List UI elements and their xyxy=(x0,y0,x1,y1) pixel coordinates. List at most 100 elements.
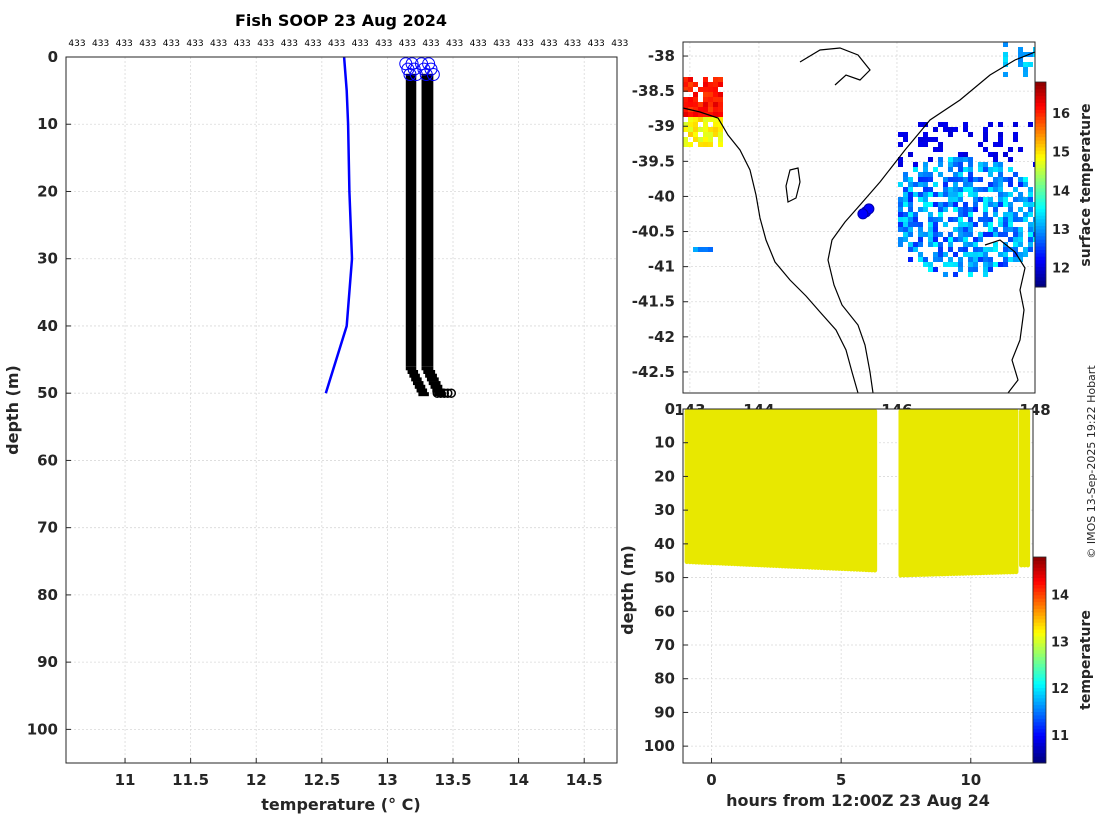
map-y-tick-label: -38 xyxy=(648,47,675,65)
map-sst-pixel xyxy=(718,82,723,87)
map-sst-pixel xyxy=(718,117,723,122)
map-sst-pixel xyxy=(1008,202,1013,207)
map-sst-pixel xyxy=(693,82,698,87)
map-colorbar-segment xyxy=(1035,99,1046,103)
map-sst-pixel xyxy=(1008,167,1013,172)
section-colorbar-frame xyxy=(1032,556,1047,764)
map-sst-pixel xyxy=(973,222,978,227)
map-grid xyxy=(683,42,1036,393)
map-sst-pixel xyxy=(718,122,723,127)
map-sst-pixel xyxy=(973,242,978,247)
map-sst-pixel xyxy=(1018,47,1023,52)
map-sst-pixel xyxy=(698,107,703,112)
profile-top-label: 433 xyxy=(375,39,392,49)
map-sst-pixel xyxy=(918,237,923,242)
map-sst-pixel xyxy=(933,257,938,262)
map-sst-pixel xyxy=(933,147,938,152)
map-sst-pixel xyxy=(973,262,978,267)
map-sst-pixel xyxy=(898,207,903,212)
map-sst-pixel xyxy=(703,117,708,122)
profile-band-left xyxy=(405,73,417,367)
map-sst-pixel xyxy=(968,212,973,217)
map-sst-pixel xyxy=(923,177,928,182)
section-x-ticks: 0 5 10 xyxy=(706,758,981,789)
map-sst-pixel xyxy=(968,272,973,277)
map-sst-pixel xyxy=(948,167,953,172)
map-sst-pixel xyxy=(918,252,923,257)
profile-band-left-tail xyxy=(411,377,422,382)
map-sst-pixel xyxy=(923,132,928,137)
map-sst-pixel xyxy=(1008,157,1013,162)
map-sst-pixel xyxy=(938,192,943,197)
map-sst-pixel xyxy=(938,122,943,127)
map-sst-pixel xyxy=(963,212,968,217)
map-sst-pixel xyxy=(693,107,698,112)
map-sst-pixel xyxy=(973,202,978,207)
profile-bottom-marker xyxy=(432,388,443,398)
map-colorbar-segment xyxy=(1035,146,1046,151)
map-colorbar-segment xyxy=(1035,235,1046,240)
section-colorbar-segment xyxy=(1033,611,1046,616)
map-sst-pixel xyxy=(908,232,913,237)
section-y-tick-label: 60 xyxy=(654,602,675,620)
profile-bottom-marker xyxy=(439,388,450,398)
profile-top-label: 433 xyxy=(540,39,557,49)
map-sst-pixel xyxy=(993,142,998,147)
map-sst-pixel xyxy=(983,127,988,132)
map-sst-pixel xyxy=(993,182,998,187)
map-colorbar-segment xyxy=(1035,256,1046,261)
map-sst-pixel xyxy=(1008,227,1013,232)
map-sst-pixel xyxy=(983,207,988,212)
section-colorbar-segment xyxy=(1033,618,1046,623)
profile-top-label: 433 xyxy=(399,39,416,49)
map-sst-pixel xyxy=(1003,152,1008,157)
map-sst-pixel xyxy=(1018,192,1023,197)
map-sst-pixel xyxy=(983,147,988,152)
map-sst-pixel xyxy=(963,252,968,257)
map-sst-pixel xyxy=(933,127,938,132)
map-sst-pixel xyxy=(713,77,718,82)
map-sst-pixel xyxy=(983,167,988,172)
profile-band-right-tail xyxy=(430,384,443,389)
map-sst-pixel xyxy=(913,167,918,172)
map-sst-pixel xyxy=(718,137,723,142)
map-sst-pixel xyxy=(993,262,998,267)
map-sst-pixel xyxy=(703,87,708,92)
map-colorbar-tick-label: 13 xyxy=(1052,223,1070,238)
profile-axes-box xyxy=(65,56,618,764)
map-sst-pixel xyxy=(1033,237,1035,242)
map-sst-pixel xyxy=(898,217,903,222)
map-sst-pixel xyxy=(698,127,703,132)
map-sst-pixel xyxy=(968,182,973,187)
map-sst-pixel xyxy=(928,222,933,227)
map-sst-pixel xyxy=(1033,162,1035,167)
map-sst-pixel xyxy=(703,102,708,107)
map-sst-pixel xyxy=(923,182,928,187)
map-colorbar-segment xyxy=(1035,211,1046,216)
section-colorbar-tick-label: 14 xyxy=(1051,588,1069,603)
section-colorbar-segment xyxy=(1033,701,1046,706)
map-sst-pixel xyxy=(978,142,983,147)
map-sst-pixel xyxy=(1008,177,1013,182)
map-sst-pixel xyxy=(908,247,913,252)
map-sst-pixel xyxy=(693,97,698,102)
map-sst-pixel xyxy=(698,117,703,122)
profile-top-label: 433 xyxy=(92,39,109,49)
map-sst-pixel xyxy=(718,92,723,97)
map-sst-pixel xyxy=(1028,237,1033,242)
map-y-tick-label: -39 xyxy=(648,117,675,135)
map-sst-pixel xyxy=(1028,247,1033,252)
map-sst-pixel xyxy=(683,102,688,107)
map-sst-pixel xyxy=(978,232,983,237)
map-sst-pixel xyxy=(898,227,903,232)
profile-band-left-tail xyxy=(405,366,417,371)
section-data xyxy=(684,409,1031,578)
map-sst-pixel xyxy=(993,212,998,217)
map-sst-pixel xyxy=(718,112,723,117)
map-sst-pixel xyxy=(1003,57,1008,62)
map-sst-pixel xyxy=(958,152,963,157)
map-sst-pixel xyxy=(968,162,973,167)
profile-band-left-tail xyxy=(414,384,426,389)
section-colorbar-segment xyxy=(1033,591,1046,596)
map-sst-pixel xyxy=(1003,212,1008,217)
